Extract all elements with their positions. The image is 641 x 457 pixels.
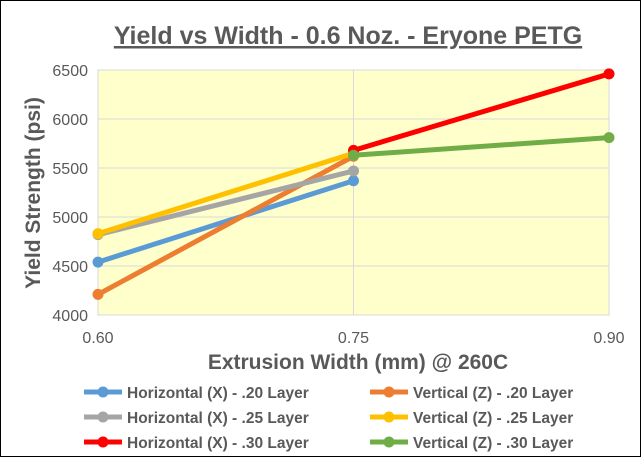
- legend-swatch-marker: [97, 436, 109, 448]
- y-tick-label: 6500: [52, 63, 88, 80]
- series-line: [348, 132, 615, 161]
- x-tick-label: 0.75: [338, 330, 369, 347]
- legend-item: Vertical (Z) - .25 Layer: [370, 410, 573, 427]
- legend-swatch-marker: [383, 411, 395, 423]
- legend: Horizontal (X) - .20 Layer Vertical (Z) -…: [84, 385, 573, 452]
- series-lines: [92, 68, 615, 300]
- legend-item: Horizontal (X) - .30 Layer: [84, 435, 309, 452]
- data-point: [348, 175, 359, 187]
- legend-label: Vertical (Z) - .20 Layer: [413, 385, 573, 402]
- y-tick-labels: 4000 4500 5000 5500 6000 6500: [52, 63, 88, 325]
- series-path: [351, 71, 612, 153]
- chart-title: Yield vs Width - 0.6 Noz. - Eryone PETG: [114, 22, 582, 50]
- series-path: [95, 168, 356, 238]
- x-axis-title: Extrusion Width (mm) @ 260C: [208, 351, 508, 374]
- legend-item: Vertical (Z) - .30 Layer: [370, 435, 573, 452]
- legend-label: Vertical (Z) - .30 Layer: [413, 435, 573, 452]
- legend-label: Vertical (Z) - .25 Layer: [413, 410, 573, 427]
- legend-label: Horizontal (X) - .25 Layer: [127, 410, 309, 427]
- series-path: [351, 135, 612, 158]
- data-point: [92, 228, 104, 240]
- data-point: [348, 149, 359, 161]
- y-tick-label: 4000: [52, 308, 88, 325]
- y-tick-label: 5500: [52, 161, 88, 178]
- legend-swatch-marker: [383, 386, 395, 398]
- y-tick-label: 6000: [52, 112, 88, 129]
- x-tick-label: 0.60: [82, 330, 113, 347]
- y-axis-title: Yield Strength (psi): [22, 97, 45, 289]
- legend-label: Horizontal (X) - .30 Layer: [127, 435, 309, 452]
- legend-swatch-marker: [97, 386, 109, 398]
- data-point: [603, 132, 615, 144]
- grid-lines: [97, 69, 610, 316]
- x-tick-label: 0.90: [593, 330, 624, 347]
- x-tick-labels: 0.60 0.75 0.90: [82, 330, 624, 347]
- series-line: [92, 175, 359, 268]
- y-tick-label: 4500: [52, 259, 88, 276]
- series-path: [95, 150, 356, 237]
- data-point: [92, 288, 104, 300]
- legend-label: Horizontal (X) - .20 Layer: [127, 385, 309, 402]
- legend-item: Horizontal (X) - .25 Layer: [84, 410, 309, 427]
- data-point: [92, 256, 104, 268]
- y-tick-label: 5000: [52, 210, 88, 227]
- legend-item: Horizontal (X) - .20 Layer: [84, 385, 309, 402]
- series-path: [95, 178, 356, 265]
- data-point: [603, 68, 615, 80]
- legend-item: Vertical (Z) - .20 Layer: [370, 385, 573, 402]
- data-point: [348, 165, 359, 177]
- legend-swatch-marker: [97, 411, 109, 423]
- legend-swatch-marker: [383, 436, 395, 448]
